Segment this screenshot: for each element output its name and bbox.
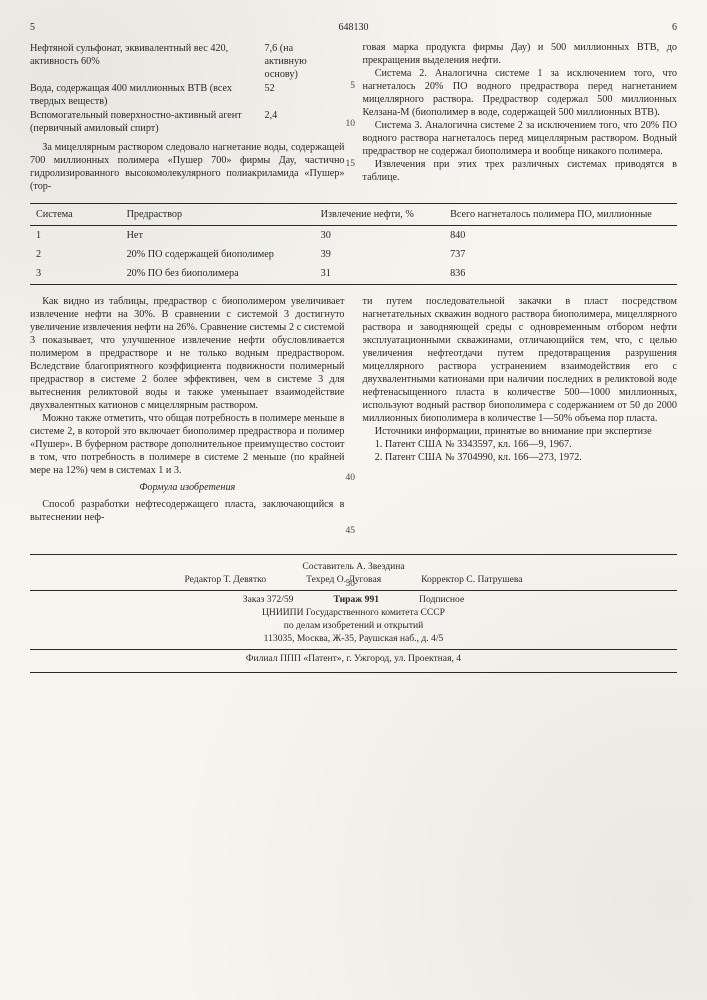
upper-right-col: говая марка продукта фирмы Дау) и 500 ми…	[363, 41, 678, 194]
formula-title: Формула изобретения	[30, 481, 345, 494]
line-marker-40: 40	[346, 472, 356, 484]
table-row: 3 20% ПО без биополимера 31 836	[30, 264, 677, 284]
results-table: Система Предраствор Извлечение нефти, % …	[30, 203, 677, 284]
table-cell: 836	[444, 264, 677, 284]
page-root: 5 648130 6 5 10 15 Нефтяной сульфонат, э…	[0, 0, 707, 1000]
table-cell: 737	[444, 245, 677, 264]
table-header-row: Система Предраствор Извлечение нефти, % …	[30, 204, 677, 226]
table-cell: 20% ПО содержащей биополимер	[121, 245, 315, 264]
ingredient-row: Вспомогательный поверхностно-активный аг…	[30, 109, 345, 135]
order-no: Заказ 372/59	[243, 594, 294, 607]
table-header: Предраствор	[121, 204, 315, 226]
lower-left-p3: Способ разработки нефтесодержащего пласт…	[30, 498, 345, 524]
table-cell: 39	[315, 245, 444, 264]
ingredient-value: 2,4	[265, 109, 345, 135]
table-cell: Нет	[121, 226, 315, 246]
ingredient-label: Нефтяной сульфонат, эквивалентный вес 42…	[30, 42, 265, 81]
ingredients-list: Нефтяной сульфонат, эквивалентный вес 42…	[30, 42, 345, 135]
line-marker-5: 5	[350, 80, 355, 92]
sources-title: Источники информации, принятые во вниман…	[363, 425, 678, 438]
upper-right-p2: Система 2. Аналогична системе 1 за исклю…	[363, 67, 678, 119]
editor: Редактор Т. Девятко	[184, 574, 266, 587]
credits-row-2: Заказ 372/59 Тираж 991 Подписное	[30, 590, 677, 607]
table-cell: 1	[30, 226, 121, 246]
page-header: 5 648130 6	[30, 22, 677, 35]
lower-left-p1: Как видно из таблицы, предраствор с биоп…	[30, 295, 345, 412]
page-num-left: 5	[30, 22, 90, 35]
ingredient-row: Нефтяной сульфонат, эквивалентный вес 42…	[30, 42, 345, 81]
page-num-right: 6	[617, 22, 677, 35]
upper-right-p1: говая марка продукта фирмы Дау) и 500 ми…	[363, 41, 678, 67]
lower-right-p1: ти путем последовательной закачки в плас…	[363, 295, 678, 425]
upper-right-p4: Извлечения при этих трех различных систе…	[363, 158, 678, 184]
ingredient-value: 52	[265, 82, 345, 108]
lower-columns: Как видно из таблицы, предраствор с биоп…	[30, 295, 677, 525]
line-marker-15: 15	[346, 158, 356, 170]
ingredient-label: Вода, содержащая 400 миллионных ВТВ (все…	[30, 82, 265, 108]
table-cell: 2	[30, 245, 121, 264]
doc-number: 648130	[90, 22, 617, 35]
ingredient-value: 7,6 (на активную основу)	[265, 42, 345, 81]
source-1: 1. Патент США № 3343597, кл. 166—9, 1967…	[363, 438, 678, 451]
table-row: 2 20% ПО содержащей биополимер 39 737	[30, 245, 677, 264]
lower-left-col: Как видно из таблицы, предраствор с биоп…	[30, 295, 345, 525]
tirage: Тираж 991	[333, 594, 379, 607]
corrector: Корректор С. Патрушева	[421, 574, 522, 587]
line-marker-45: 45	[346, 525, 356, 537]
results-table-wrap: Система Предраствор Извлечение нефти, % …	[30, 203, 677, 284]
source-2: 2. Патент США № 3704990, кл. 166—273, 19…	[363, 451, 678, 464]
table-cell: 20% ПО без биополимера	[121, 264, 315, 284]
ingredient-row: Вода, содержащая 400 миллионных ВТВ (все…	[30, 82, 345, 108]
line-marker-50: 50	[346, 578, 356, 590]
colophon: Составитель А. Звездина Редактор Т. Девя…	[30, 554, 677, 673]
upper-left-col: Нефтяной сульфонат, эквивалентный вес 42…	[30, 41, 345, 194]
lower-right-col: ти путем последовательной закачки в плас…	[363, 295, 678, 525]
techred: Техред О. Луговая	[306, 574, 381, 587]
table-header: Всего нагнеталось полимера ПО, миллионны…	[444, 204, 677, 226]
table-cell: 31	[315, 264, 444, 284]
subscript: Подписное	[419, 594, 464, 607]
table-cell: 840	[444, 226, 677, 246]
line-marker-10: 10	[346, 118, 356, 130]
filial: Филиал ППП «Патент», г. Ужгород, ул. Про…	[30, 649, 677, 666]
table-header: Система	[30, 204, 121, 226]
upper-right-p3: Система 3. Аналогична системе 2 за исклю…	[363, 119, 678, 158]
ingredient-label: Вспомогательный поверхностно-активный аг…	[30, 109, 265, 135]
org-address: ЦНИИПИ Государственного комитета СССР по…	[30, 607, 677, 646]
table-row: 1 Нет 30 840	[30, 226, 677, 246]
lower-left-p2: Можно также отметить, что общая потребно…	[30, 412, 345, 477]
table-cell: 3	[30, 264, 121, 284]
compiled-by: Составитель А. Звездина	[30, 561, 677, 574]
upper-left-p1: За мицеллярным раствором следовало нагне…	[30, 141, 345, 193]
tirage-value: Тираж 991	[333, 594, 379, 605]
table-cell: 30	[315, 226, 444, 246]
table-header: Извлечение нефти, %	[315, 204, 444, 226]
